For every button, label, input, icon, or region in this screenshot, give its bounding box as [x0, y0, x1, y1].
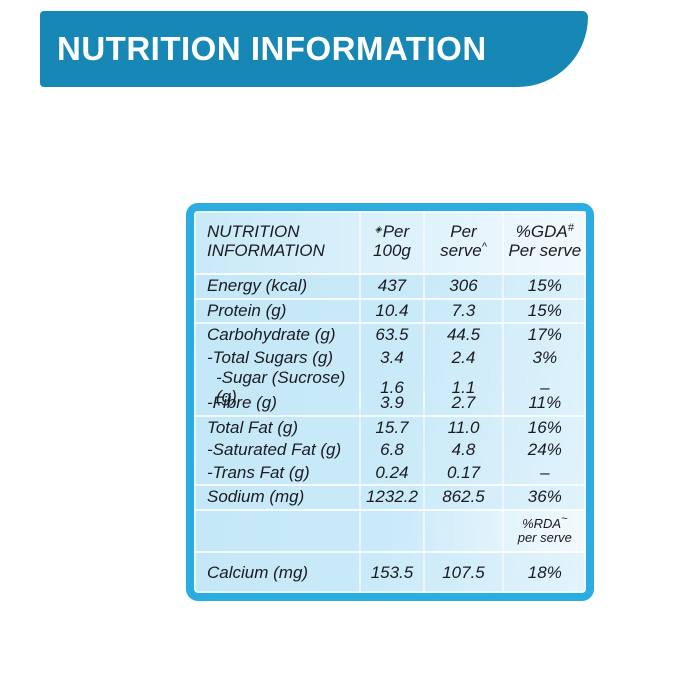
table-row-protein: Protein (g) 10.4 7.3 15% [194, 299, 586, 325]
caret-footnote-icon: ^ [481, 241, 487, 253]
table-row-rda-note: %RDA~ per serve [194, 510, 586, 553]
row-per-serve: 0.17 [423, 461, 501, 485]
rda-empty-cell [194, 511, 359, 551]
rda-empty-cell [423, 510, 501, 551]
row-per-serve: 2.7 [423, 391, 501, 415]
row-gda: 18% [501, 552, 586, 593]
row-per-serve: 862.5 [423, 486, 501, 509]
table-row-carbohydrate: Carbohydrate (g) 63.5 44.5 17% [194, 324, 586, 347]
table-row-energy: Energy (kcal) 437 306 15% [194, 275, 586, 300]
row-label: Calcium (mg) [207, 562, 309, 582]
row-per-serve: 44.5 [423, 324, 501, 347]
table-row-fibre: -Fibre (g) 3.9 2.7 11% [194, 391, 586, 417]
row-label: Protein (g) [207, 300, 287, 320]
table-header-row: NUTRITION INFORMATION ◈Per 100g Per serv… [194, 211, 586, 275]
table-row-saturated-fat: -Saturated Fat (g) 6.8 4.8 24% [194, 439, 586, 462]
row-per-serve: 1.1 [423, 369, 501, 407]
row-per-100g: 153.5 [358, 552, 424, 593]
row-gda: – [501, 461, 586, 485]
header-per-100g: ◈Per 100g [358, 211, 424, 273]
table-row-sodium: Sodium (mg) 1232.2 862.5 36% [194, 486, 586, 511]
row-label: Carbohydrate (g) [207, 325, 336, 345]
rda-per-serve-note: %RDA~ per serve [501, 510, 586, 551]
header-nutrition-information: NUTRITION INFORMATION [207, 222, 325, 260]
row-label: Energy (kcal) [207, 275, 308, 295]
row-per-serve: 11.0 [423, 416, 501, 440]
nutrition-banner: NUTRITION INFORMATION [40, 11, 588, 87]
tilde-footnote-icon: ~ [561, 512, 568, 525]
row-per-serve: 2.4 [423, 346, 501, 370]
row-per-100g: 1232.2 [358, 486, 424, 509]
rda-empty-cell [358, 510, 424, 551]
row-per-serve: 306 [423, 275, 501, 298]
row-per-100g: 3.9 [358, 391, 424, 415]
row-per-100g: 63.5 [358, 324, 424, 347]
row-per-100g: 6.8 [358, 439, 424, 462]
row-gda: 36% [501, 486, 586, 509]
row-label: -Total Sugars (g) [207, 347, 333, 367]
row-gda: 24% [501, 439, 586, 462]
banner-title: NUTRITION INFORMATION [57, 30, 487, 67]
hash-footnote-icon: # [567, 222, 574, 235]
header-gda-per-serve: %GDA# Per serve [501, 211, 586, 273]
table-row-sugar-sucrose: -Sugar (Sucrose) (g) 1.6 1.1 – [194, 368, 586, 407]
table-row-trans-fat: -Trans Fat (g) 0.24 0.17 – [194, 461, 586, 487]
row-per-serve: 107.5 [423, 552, 501, 593]
row-gda: 15% [501, 299, 586, 323]
row-label: -Trans Fat (g) [207, 462, 310, 482]
row-gda: 16% [501, 416, 586, 440]
row-gda: 15% [501, 275, 586, 298]
table-row-total-fat: Total Fat (g) 15.7 11.0 16% [194, 416, 586, 440]
row-label: Total Fat (g) [207, 417, 299, 437]
table-row-calcium: Calcium (mg) 153.5 107.5 18% [194, 552, 586, 593]
row-per-100g: 10.4 [358, 299, 424, 323]
row-label: -Sugar (Sucrose) (g) [216, 368, 346, 407]
row-per-100g: 15.7 [358, 416, 424, 440]
diamond-footnote-icon: ◈ [374, 224, 382, 235]
row-per-100g: 437 [358, 275, 424, 298]
table-row-total-sugars: -Total Sugars (g) 3.4 2.4 3% [194, 346, 586, 370]
row-per-100g: 0.24 [358, 461, 424, 485]
row-label: Sodium (mg) [207, 487, 305, 507]
row-per-100g: 1.6 [358, 369, 424, 407]
row-label: -Fibre (g) [207, 392, 277, 412]
row-per-100g: 3.4 [358, 346, 424, 370]
header-per-serve: Per serve^ [423, 211, 501, 273]
nutrition-table: NUTRITION INFORMATION ◈Per 100g Per serv… [186, 203, 594, 601]
row-label: -Saturated Fat (g) [207, 440, 342, 460]
row-per-serve: 4.8 [423, 439, 501, 462]
row-gda: 3% [501, 346, 586, 370]
row-gda: – [501, 369, 586, 407]
row-per-serve: 7.3 [423, 299, 501, 323]
row-gda: 17% [501, 324, 586, 347]
row-gda: 11% [501, 391, 586, 415]
